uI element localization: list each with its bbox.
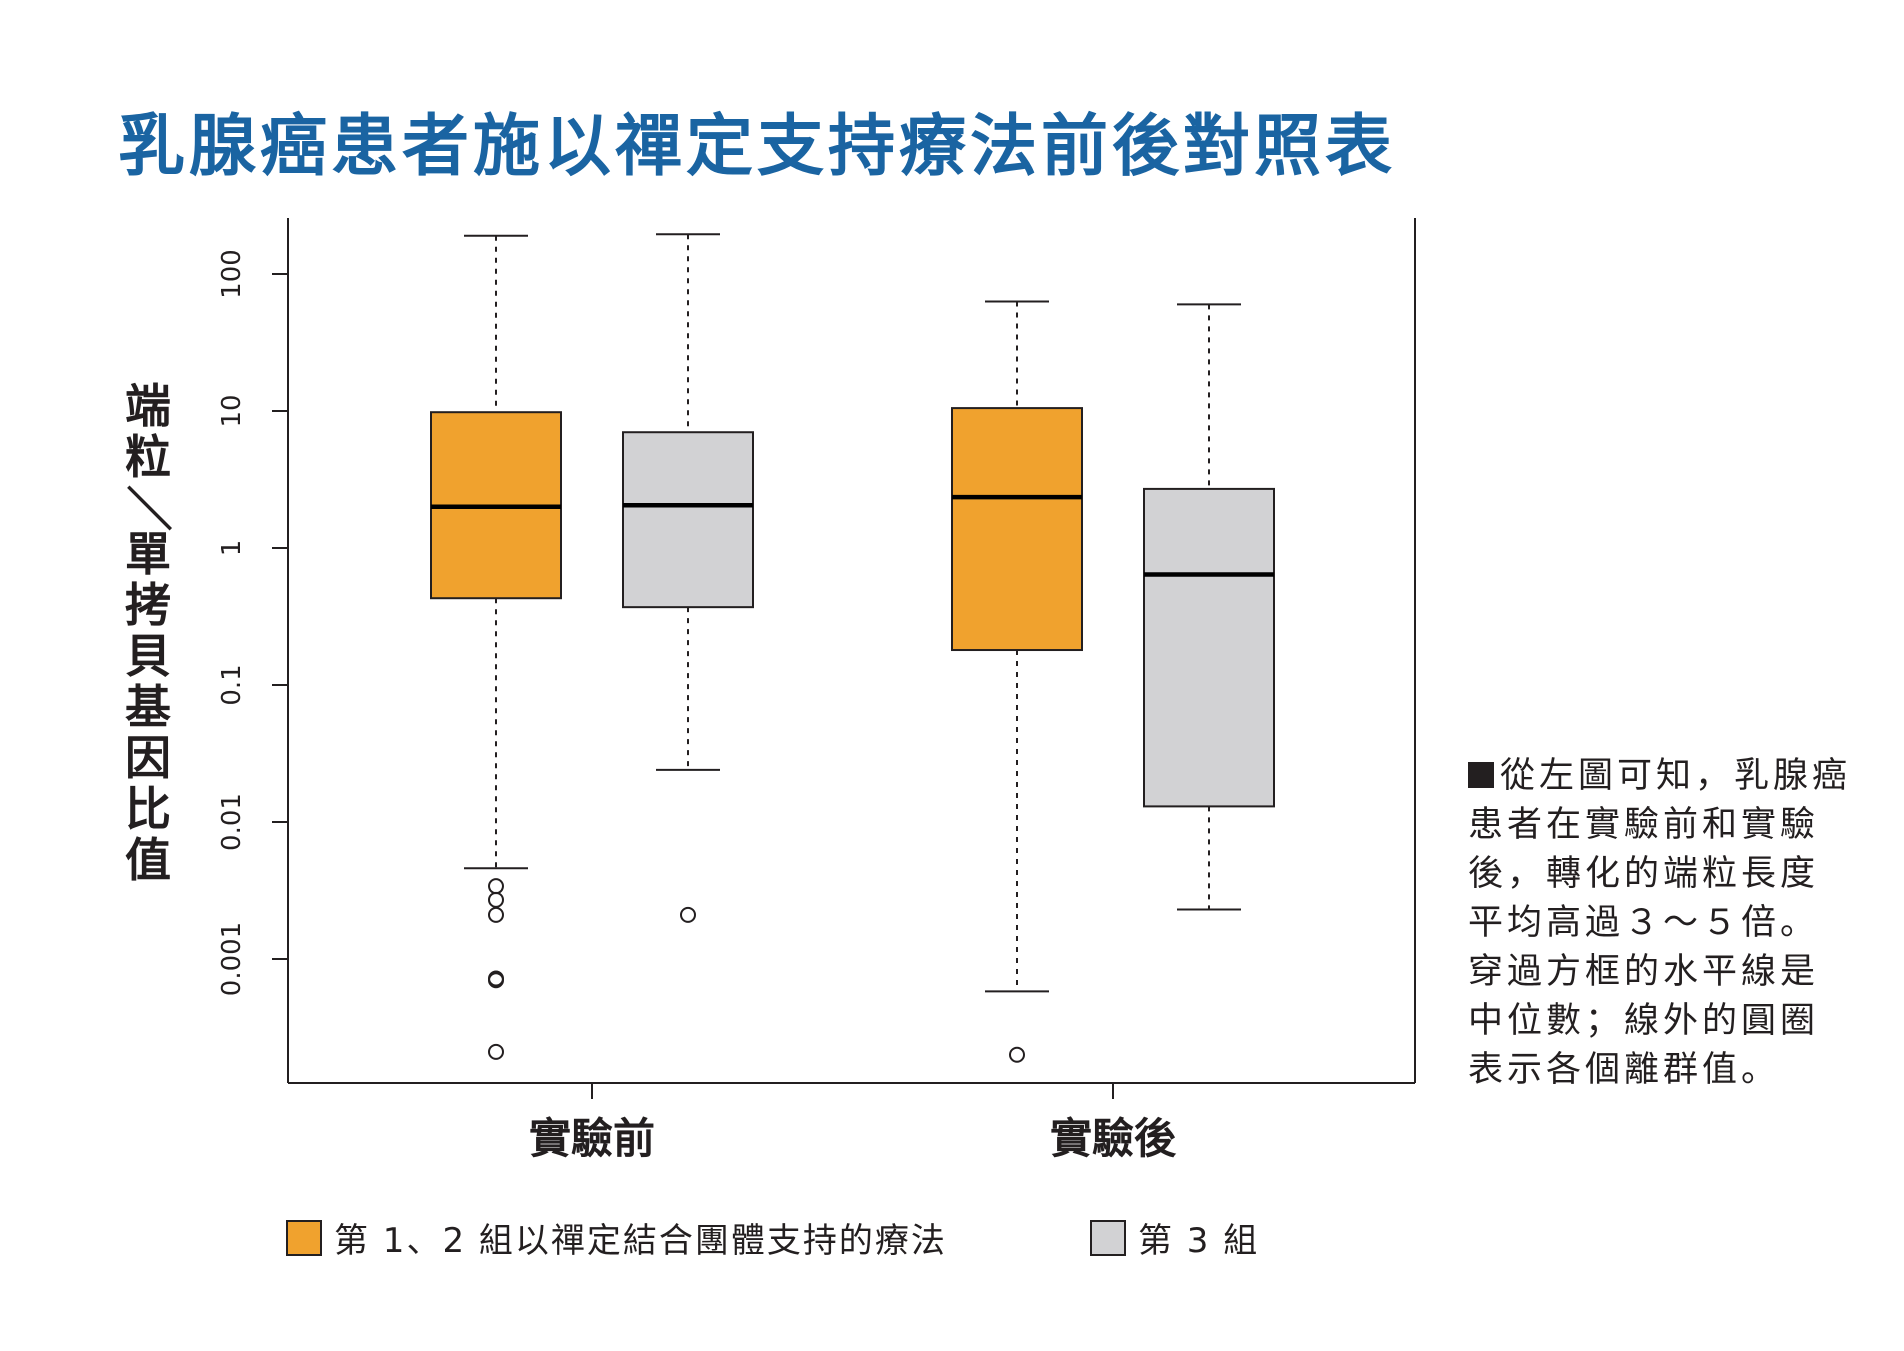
x-tick-label: 實驗後 [1050,1114,1177,1163]
y-axis-label-char: 值 [125,833,171,887]
x-tick-label: 實驗前 [529,1114,655,1163]
outlier-point [1009,1046,1025,1063]
outlier-point [680,906,696,923]
outlier-point [488,878,504,895]
y-tick-label: 0.1 [217,664,247,705]
box-0-1 [951,300,1083,1063]
chart-axes: 0.001 0.01 0.1 1 10 100 實驗前 實驗後 [217,218,1416,1163]
chart-boxes [430,233,1275,1063]
outlier-point [488,972,504,989]
y-tick-label: 0.001 [217,922,247,996]
legend-swatch-group12 [286,1219,322,1256]
legend-label-group12: 第 1、2 組以禪定結合團體支持的療法 [334,1221,947,1261]
y-axis-label-char: 粒 [125,430,171,484]
y-axis-label-char: 拷 [125,578,171,632]
legend-item-group12: 第 1、2 組以禪定結合團體支持的療法 [286,1213,947,1262]
box-1-0 [622,233,754,923]
y-axis-label-char: 貝 [125,629,171,683]
legend-swatch-group3 [1090,1219,1126,1256]
y-axis-label-char: 因 [125,731,171,785]
y-tick-label: 0.01 [217,793,247,851]
legend-item-group3: 第 3 組 [1090,1213,1259,1262]
y-axis-label-char: 端 [125,379,171,433]
iqr-box [951,407,1083,652]
y-tick-label: 10 [217,394,247,427]
caption-note: 從左圖可知，乳腺癌患者在實驗前和實驗後，轉化的端粒長度平均高過３～５倍。穿過方框… [1468,752,1853,1095]
y-axis-label-char: ／ [121,485,175,531]
box-0-0 [430,234,562,1060]
outlier-point [488,891,504,908]
outlier-point [488,1043,504,1060]
box-1-1 [1143,303,1275,911]
outlier-point [488,906,504,923]
y-axis-label-char: 基 [125,680,171,734]
iqr-box [1143,487,1275,808]
legend-label-group3: 第 3 組 [1138,1221,1260,1261]
y-axis-label-char: 單 [125,527,171,581]
page-title: 乳腺癌患者施以禪定支持療法前後對照表 [118,107,1396,185]
iqr-box [622,431,754,609]
y-tick-label: 100 [217,249,247,299]
square-bullet-icon [1468,762,1494,788]
note-text: 從左圖可知，乳腺癌患者在實驗前和實驗後，轉化的端粒長度平均高過３～５倍。穿過方框… [1468,756,1852,1090]
y-tick-label: 1 [217,540,247,557]
y-axis-label-char: 比 [125,782,171,836]
